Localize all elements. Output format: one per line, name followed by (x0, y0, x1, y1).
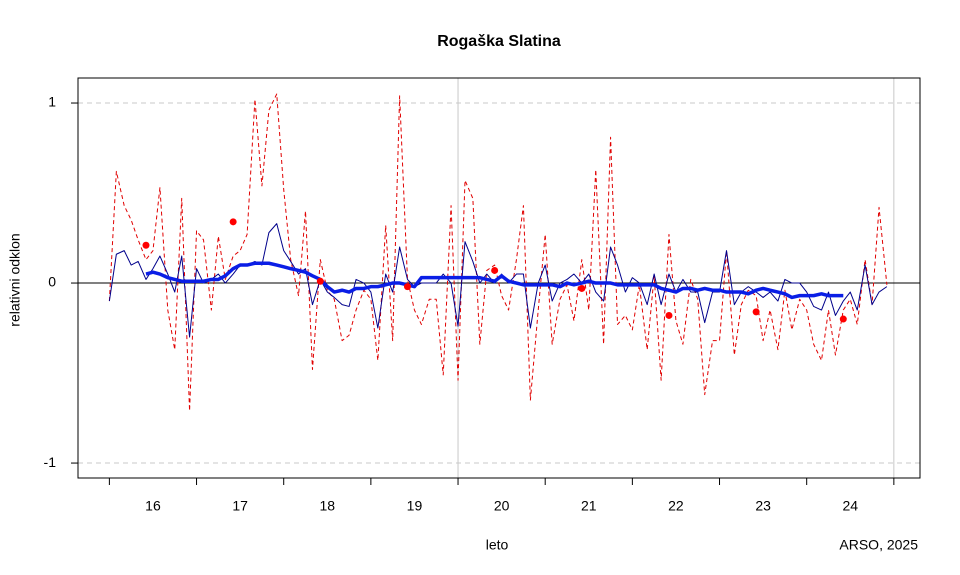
data-point (491, 266, 499, 274)
data-point (316, 277, 324, 285)
chart-title: Rogaška Slatina (437, 33, 561, 50)
data-line (145, 261, 844, 300)
y-axis-label: relativni odklon (7, 233, 23, 326)
x-axis-label: leto (486, 537, 509, 553)
x-tick-label: 16 (145, 498, 161, 514)
x-tick-label: 18 (319, 498, 335, 514)
x-tick-label: 20 (494, 498, 510, 514)
y-tick-label: 1 (48, 94, 56, 110)
x-tick-label: 19 (407, 498, 423, 514)
data-point (665, 311, 673, 319)
data-point (839, 315, 847, 323)
x-tick-label: 22 (668, 498, 684, 514)
plot-frame (77, 77, 921, 479)
data-point (578, 284, 586, 292)
x-tick-label: 17 (232, 498, 248, 514)
x-tick-label: 23 (755, 498, 771, 514)
x-tick-label: 24 (842, 498, 858, 514)
data-point (142, 241, 150, 249)
y-tick-label: -1 (44, 454, 57, 470)
y-tick-label: 0 (48, 274, 56, 290)
x-tick-label: 21 (581, 498, 597, 514)
data-point (403, 283, 411, 291)
data-point (752, 308, 760, 316)
data-point (229, 218, 237, 226)
source-note: ARSO, 2025 (839, 537, 918, 553)
